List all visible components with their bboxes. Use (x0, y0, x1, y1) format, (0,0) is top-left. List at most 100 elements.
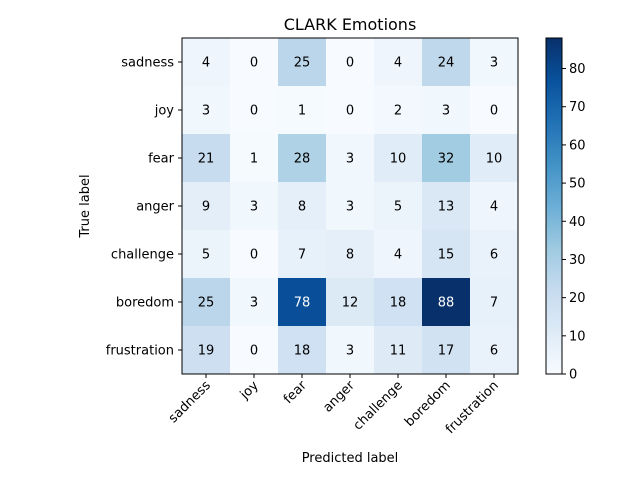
y-tick-label: anger (136, 200, 174, 215)
heatmap-cell (470, 278, 519, 327)
colorbar (545, 37, 563, 375)
heatmap-cell (182, 182, 231, 231)
heatmap-cell (326, 86, 375, 135)
heatmap-cell (470, 86, 519, 135)
heatmap-cell-value: 6 (490, 344, 498, 359)
heatmap-cell (278, 86, 327, 135)
heatmap-cell-value: 18 (390, 296, 407, 311)
heatmap-cell-value: 5 (202, 248, 210, 263)
heatmap-cell (230, 38, 279, 87)
heatmap-cell-value: 10 (486, 152, 503, 167)
heatmap-cell (374, 278, 423, 327)
heatmap-cell (422, 134, 471, 183)
heatmap-cell-value: 13 (438, 200, 455, 215)
heatmap-cell-value: 3 (250, 200, 258, 215)
heatmap-cell-value: 21 (198, 152, 215, 167)
x-tick-label: anger (320, 378, 358, 416)
heatmap-cell-value: 0 (250, 104, 258, 119)
heatmap-cell (422, 278, 471, 327)
heatmap-cell (374, 38, 423, 87)
heatmap-cell-value: 3 (250, 296, 258, 311)
heatmap-cell (470, 38, 519, 87)
colorbar-tick-label: 70 (569, 100, 586, 115)
heatmap-cell (326, 134, 375, 183)
heatmap-cell-value: 5 (394, 200, 402, 215)
colorbar-tick-label: 60 (569, 138, 586, 153)
heatmap-cell-value: 1 (298, 104, 306, 119)
y-tick-label: joy (154, 104, 175, 119)
heatmap-cell-value: 3 (490, 56, 498, 71)
heatmap-cell (470, 230, 519, 279)
heatmap-cell (422, 182, 471, 231)
heatmap-cell (230, 182, 279, 231)
heatmap-cell-value: 3 (442, 104, 450, 119)
heatmap-cell (230, 86, 279, 135)
colorbar-tick-label: 20 (569, 291, 586, 306)
heatmap-cell (422, 230, 471, 279)
heatmap-cell-value: 8 (298, 200, 306, 215)
chart-title: CLARK Emotions (284, 15, 417, 34)
heatmap-cell (326, 38, 375, 87)
heatmap-cell-value: 1 (250, 152, 258, 167)
heatmap-cell-value: 19 (198, 344, 215, 359)
heatmap-cell (182, 230, 231, 279)
heatmap-cell-value: 0 (250, 56, 258, 71)
x-tick-label: fear (281, 378, 310, 407)
y-tick-label: frustration (106, 344, 174, 359)
heatmap-cell-value: 6 (490, 248, 498, 263)
heatmap-cell (230, 278, 279, 327)
heatmap-cell (182, 326, 231, 375)
heatmap-cell-value: 24 (438, 56, 455, 71)
y-tick-label: boredom (116, 296, 174, 311)
heatmap-cell (230, 230, 279, 279)
heatmap-cell (374, 86, 423, 135)
heatmap-cell-value: 18 (294, 344, 311, 359)
heatmap-cell-value: 32 (438, 152, 455, 167)
heatmap-cell-value: 4 (394, 248, 402, 263)
heatmap-cell (374, 182, 423, 231)
y-axis-label: True label (78, 174, 93, 238)
heatmap-cell (374, 134, 423, 183)
heatmap-cell (182, 278, 231, 327)
heatmap-cell (470, 326, 519, 375)
heatmap-cell-value: 3 (202, 104, 210, 119)
colorbar-tick-label: 0 (569, 368, 577, 383)
heatmap-cell-value: 3 (346, 152, 354, 167)
heatmap-cell (326, 278, 375, 327)
colorbar-tick-label: 40 (569, 215, 586, 230)
heatmap-cell-value: 10 (390, 152, 407, 167)
heatmap-cell-value: 88 (438, 296, 455, 311)
heatmap-cell (422, 86, 471, 135)
heatmap-cell-value: 0 (346, 104, 354, 119)
x-axis-ticks: sadness joy fear angerchallengeboredomfrust… (166, 374, 502, 437)
heatmap-cell (422, 326, 471, 375)
heatmap-cell-value: 17 (438, 344, 455, 359)
heatmap-cell-value: 25 (294, 56, 311, 71)
heatmap-cell-value: 12 (342, 296, 359, 311)
heatmap-cell (326, 182, 375, 231)
heatmap-cell-value: 11 (390, 344, 407, 359)
heatmap-cell-labels: 4 0 25 0 4 24 33 0 1 0 2 3 021 1 28 3 10 32 109 3 8 3 5 13 45 0 7 8… (198, 56, 503, 359)
colorbar-tick-label: 10 (569, 329, 586, 344)
heatmap-cell (326, 326, 375, 375)
x-tick-label: challenge (351, 378, 406, 433)
heatmap-cell-value: 78 (294, 296, 311, 311)
heatmap-cell-value: 0 (250, 344, 258, 359)
heatmap-cell (278, 38, 327, 87)
heatmap-cell (278, 134, 327, 183)
colorbar-tick-label: 50 (569, 177, 586, 192)
heatmap-cell (278, 278, 327, 327)
heatmap-cell-value: 7 (490, 296, 498, 311)
heatmap-cell (374, 230, 423, 279)
colorbar-tick-label: 80 (569, 62, 586, 77)
heatmap-cell-value: 0 (346, 56, 354, 71)
heatmap-cell-value: 9 (202, 200, 210, 215)
x-tick-label: sadness (166, 378, 214, 426)
x-tick-label: joy (237, 378, 262, 403)
heatmap-cell (374, 326, 423, 375)
y-tick-label: challenge (111, 248, 174, 263)
heatmap-cell (326, 230, 375, 279)
heatmap-cell (230, 326, 279, 375)
y-tick-label: fear (148, 152, 175, 167)
heatmap-cell-value: 7 (298, 248, 306, 263)
